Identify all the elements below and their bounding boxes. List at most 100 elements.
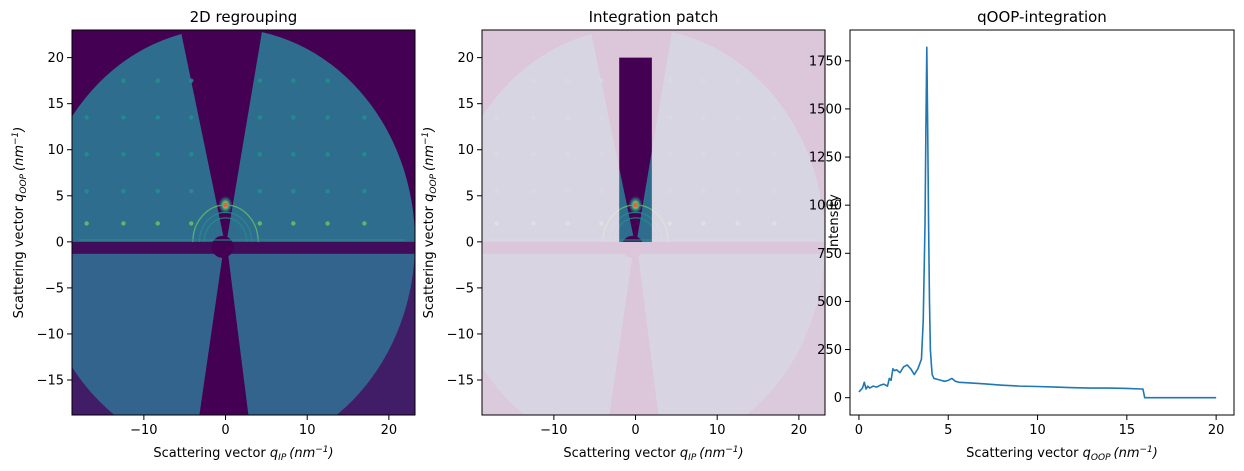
panel1-bragg-spot bbox=[121, 152, 126, 157]
panel1-bragg-spot bbox=[155, 152, 160, 157]
panel2-ytick-label: −5 bbox=[455, 281, 474, 296]
panel2-ytick-label: −15 bbox=[447, 374, 474, 389]
panel1-y-ticks: −15 −10 −5 0 5 10 15 20 bbox=[37, 51, 72, 389]
panel1-ytick-label: 0 bbox=[56, 235, 64, 250]
panel1-beamstop bbox=[211, 235, 234, 258]
panel2-image bbox=[482, 30, 825, 415]
panel1-image bbox=[72, 30, 415, 415]
panel3-ytick-label: 1750 bbox=[809, 54, 842, 69]
panel1-xlabel: Scattering vector qIP (nm−1) bbox=[153, 445, 333, 463]
panel1-ylabel: Scattering vector qOOP (nm−1) bbox=[11, 127, 29, 319]
panel2-x-ticks: −10 0 10 20 bbox=[540, 415, 807, 438]
panel1-bragg-spot bbox=[257, 115, 263, 120]
panel1-ylabel-exponent: −1 bbox=[11, 132, 21, 145]
panel1-ytick-label: −10 bbox=[37, 327, 64, 342]
panel1-bragg-spot bbox=[257, 221, 263, 226]
panel2-ylabel: Scattering vector qOOP (nm−1) bbox=[421, 127, 439, 319]
panel1-horizon-band bbox=[72, 241, 415, 254]
panel1-ytick-label: 5 bbox=[56, 189, 64, 204]
panel1-bragg-spot bbox=[189, 78, 194, 83]
panel1-bragg-spot bbox=[291, 152, 296, 157]
panel-2d-regrouping: 2D regrouping −10 0 10 20 −15−10−505101520 … bbox=[11, 8, 416, 463]
panel1-central-peak-core bbox=[223, 202, 229, 208]
panel3-title: qOOP-integration bbox=[977, 8, 1107, 26]
panel1-title: 2D regrouping bbox=[190, 8, 298, 26]
panel2-xlabel: Scattering vector qIP (nm−1) bbox=[563, 445, 743, 463]
panel1-bragg-spot bbox=[325, 152, 330, 157]
panel1-xlabel-close: ) bbox=[328, 446, 334, 461]
panel1-diffraction-ring bbox=[203, 217, 248, 242]
panel1-ylabel-unit: (nm bbox=[12, 145, 27, 171]
panel-integration-patch: Integration patch −10 0 10 20 −15 −10 −5 0 5 10 1… bbox=[421, 8, 826, 463]
panel1-ytick-label: 20 bbox=[47, 51, 64, 66]
panel1-ylabel-subscript: OOP bbox=[19, 173, 29, 193]
panel3-xlabel-symbol: q bbox=[1083, 446, 1091, 461]
panel2-xlabel-symbol: q bbox=[680, 446, 688, 461]
panel1-missing-wedge-bottom bbox=[199, 241, 249, 415]
panel1-bragg-spot bbox=[325, 221, 330, 226]
panel1-bragg-spot bbox=[325, 115, 330, 120]
panel1-bragg-spot bbox=[189, 115, 194, 120]
panel1-ytick-label: −15 bbox=[37, 374, 64, 389]
panel3-xtick-label: 15 bbox=[1119, 423, 1136, 438]
panel1-ytick-label: −5 bbox=[45, 281, 64, 296]
panel1-bragg-spot bbox=[291, 78, 296, 83]
panel2-xtick-label: 20 bbox=[791, 423, 808, 438]
panel1-bragg-spot bbox=[84, 115, 89, 120]
panel3-xtick-label: 0 bbox=[855, 423, 863, 438]
panel3-ylabel: Intensity bbox=[827, 194, 842, 251]
panel3-xtick-label: 10 bbox=[1029, 423, 1046, 438]
panel1-xtick-label: 20 bbox=[381, 423, 398, 438]
panel1-frame bbox=[71, 29, 416, 416]
panel3-frame bbox=[849, 29, 1235, 416]
panel1-bragg-spot bbox=[189, 152, 194, 157]
panel1-detector-disk bbox=[72, 30, 415, 415]
panel3-xlabel-unit: (nm bbox=[1114, 446, 1140, 461]
panel3-series-line bbox=[858, 46, 1217, 399]
panel1-xtick-label: 0 bbox=[221, 423, 229, 438]
panel2-xlabel-exponent: −1 bbox=[725, 445, 738, 455]
panel3-ytick-label: 500 bbox=[817, 295, 842, 310]
panel2-central-peak-core bbox=[633, 202, 639, 208]
panel1-xtick-label: −10 bbox=[130, 423, 157, 438]
panel1-bragg-spot bbox=[121, 188, 126, 194]
panel1-bragg-spot bbox=[121, 221, 126, 226]
panel1-detector bbox=[72, 30, 415, 415]
panel2-ylabel-symbol: q bbox=[422, 194, 437, 202]
panel3-xtick-label: 20 bbox=[1208, 423, 1225, 438]
panel1-bragg-spot bbox=[291, 188, 296, 194]
panel1-bragg-spot bbox=[362, 152, 367, 157]
panel2-ylabel-close: ) bbox=[422, 127, 437, 133]
panel2-ytick-label: 0 bbox=[466, 235, 474, 250]
panel3-xlabel-subscript: OOP bbox=[1091, 453, 1111, 463]
panel1-xlabel-text: Scattering vector bbox=[153, 446, 270, 461]
panel1-ylabel-close: ) bbox=[12, 127, 27, 133]
panel1-bragg-spot bbox=[325, 188, 330, 194]
panel2-ytick-label: 10 bbox=[457, 143, 474, 158]
panel2-ylabel-subscript: OOP bbox=[429, 173, 439, 193]
panel1-bragg-spot bbox=[291, 115, 296, 120]
panel2-ylabel-exponent: −1 bbox=[421, 132, 431, 145]
panel2-xtick-label: 10 bbox=[709, 423, 726, 438]
panel1-ytick-label: 10 bbox=[47, 143, 64, 158]
panel2-y-ticks: −15 −10 −5 0 5 10 15 20 bbox=[447, 51, 482, 389]
panel3-x-ticks: 0 5 10 15 20 bbox=[855, 415, 1225, 438]
panel2-ylabel-text: Scattering vector bbox=[422, 202, 437, 319]
panel3-ytick-label: 1000 bbox=[809, 199, 842, 214]
panel2-xlabel-close: ) bbox=[738, 446, 744, 461]
panel2-frame bbox=[481, 29, 826, 416]
panel2-xtick-label: −10 bbox=[540, 423, 567, 438]
panel2-ytick-label: 20 bbox=[457, 51, 474, 66]
panel2-ytick-label: −10 bbox=[447, 327, 474, 342]
panel3-ytick-label: 1250 bbox=[809, 151, 842, 166]
panel2-ytick-label: 15 bbox=[457, 97, 474, 112]
panel1-xlabel-unit: (nm bbox=[289, 446, 315, 461]
panel1-bragg-spot bbox=[155, 188, 160, 194]
panel1-missing-wedge-top bbox=[180, 30, 263, 242]
panel1-bragg-spot bbox=[84, 152, 89, 157]
panel1-x-ticks: −10 0 10 20 bbox=[130, 415, 397, 438]
panel-qoop-integration: qOOP-integration 0 5 10 15 20 0 250 500 750 1000… bbox=[809, 8, 1235, 463]
panel1-bragg-spot bbox=[362, 188, 367, 194]
panel1-xlabel-subscript: IP bbox=[278, 453, 287, 463]
panel2-xlabel-subscript: IP bbox=[688, 453, 697, 463]
